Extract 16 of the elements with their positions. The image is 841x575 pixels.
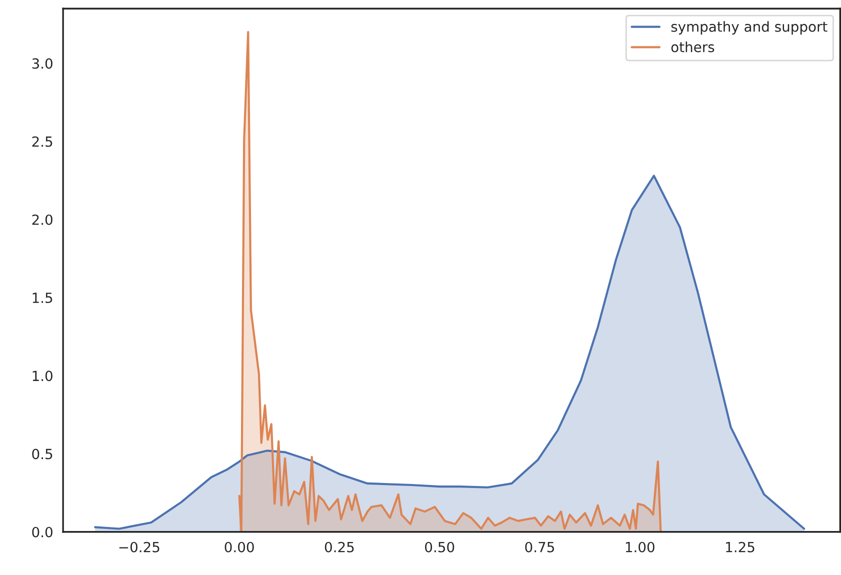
- x-tick-label: 0.50: [425, 542, 454, 552]
- x-tick-label: −0.25: [119, 542, 160, 552]
- legend-label: others: [671, 42, 714, 52]
- x-tick-label: 0.25: [324, 542, 354, 552]
- x-tick-label: 0.75: [525, 542, 554, 552]
- x-tick-label: 1.00: [626, 542, 654, 552]
- y-tick-label: 1.0: [32, 370, 52, 382]
- y-tick-label: 2.0: [32, 214, 52, 225]
- y-tick-label: 2.5: [32, 136, 52, 147]
- y-tick-label: 1.5: [32, 292, 52, 304]
- y-tick-label: 0.0: [32, 526, 52, 538]
- y-tick-label: 3.0: [32, 58, 52, 69]
- legend-label: sympathy and support: [671, 21, 828, 35]
- y-tick-label: 0.5: [32, 448, 52, 460]
- x-tick-label: 1.25: [726, 542, 754, 552]
- x-tick-label: 0.00: [224, 542, 254, 552]
